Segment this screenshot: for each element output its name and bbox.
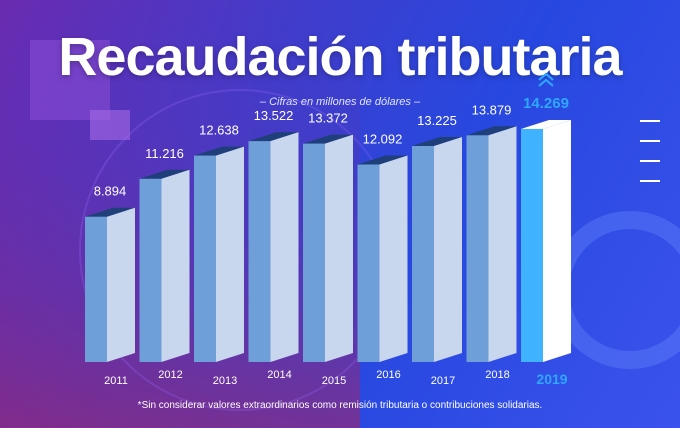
up-chevron-icon <box>538 72 554 87</box>
bar-2014: 13.522 2014 <box>248 108 299 381</box>
bar-front-2011 <box>107 207 135 362</box>
value-label-2017: 13.225 <box>417 113 457 128</box>
bar-2019: 14.269 2019 <box>521 72 571 387</box>
bar-2011: 8.894 2011 <box>85 184 135 387</box>
value-label-2014: 13.522 <box>254 108 294 123</box>
bar-2015: 13.372 2015 <box>303 111 353 387</box>
year-label-2016: 2016 <box>376 369 400 381</box>
value-label-2016: 12.092 <box>363 131 403 146</box>
year-label-2014: 2014 <box>267 369 291 381</box>
bar-front-2016 <box>379 155 408 362</box>
value-label-2011: 8.894 <box>94 184 127 199</box>
footnote: *Sin considerar valores extraordinarios … <box>137 400 543 411</box>
bar-front-2015 <box>325 134 353 362</box>
value-label-2013: 12.638 <box>199 123 239 138</box>
bar-top-2016 <box>357 155 408 165</box>
bar-top-2019 <box>521 119 571 129</box>
year-label-2012: 2012 <box>158 369 182 381</box>
bar-2018: 13.879 2018 <box>466 102 517 381</box>
value-label-2015: 13.372 <box>308 111 348 126</box>
bar-side-2019 <box>521 128 543 362</box>
year-label-2015: 2015 <box>322 375 346 387</box>
bar-side-2012 <box>139 178 162 362</box>
bar-top-2017 <box>412 136 462 146</box>
bar-2017: 13.225 2017 <box>412 113 462 387</box>
value-label-2012: 11.216 <box>145 146 184 161</box>
bar-side-2016 <box>357 164 380 362</box>
bar-front-2018 <box>488 126 517 363</box>
year-label-2013: 2013 <box>213 375 237 387</box>
bar-side-2013 <box>194 155 216 362</box>
decorative-lines <box>640 120 660 200</box>
bar-top-2014 <box>248 132 299 142</box>
bar-front-2014 <box>270 132 299 362</box>
year-label-2018: 2018 <box>485 369 509 381</box>
value-label-2019: 14.269 <box>523 95 569 112</box>
chart-subtitle: – Cifras en millones de dólares – <box>259 96 421 108</box>
bar-side-2015 <box>303 143 325 362</box>
year-label-2017: 2017 <box>431 375 455 387</box>
bar-top-2015 <box>303 134 353 144</box>
bar-front-2012 <box>161 169 190 362</box>
bar-front-2017 <box>434 136 462 362</box>
bar-side-2014 <box>248 141 271 362</box>
chart-title: Recaudación tributaria <box>58 27 622 87</box>
bar-top-2018 <box>466 126 517 136</box>
bar-2016: 12.092 2016 <box>357 131 408 381</box>
bar-top-2013 <box>194 146 244 156</box>
bar-top-2012 <box>139 169 190 179</box>
year-label-2011: 2011 <box>104 375 128 387</box>
bar-front-2019 <box>543 119 571 362</box>
bar-side-2011 <box>85 216 107 362</box>
bar-side-2017 <box>412 145 434 362</box>
year-label-2019: 2019 <box>536 371 567 387</box>
bar-2012: 11.216 2012 <box>139 146 190 381</box>
bar-top-2011 <box>85 207 135 217</box>
value-label-2018: 13.879 <box>472 102 512 117</box>
bar-side-2018 <box>466 135 489 362</box>
bar-front-2013 <box>216 146 244 362</box>
bar-2013: 12.638 2013 <box>194 123 244 387</box>
